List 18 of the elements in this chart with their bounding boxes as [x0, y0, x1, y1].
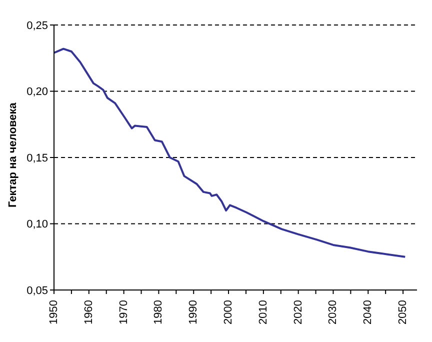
y-tick-label: 0,25	[26, 20, 48, 32]
x-tick-label: 2050	[397, 300, 410, 324]
line-series	[54, 48, 406, 258]
y-tick-label: 0,10	[26, 218, 48, 231]
x-tick-label: 1980	[152, 300, 165, 324]
y-tick-label: 0,15	[26, 152, 48, 164]
x-tick-label: 1960	[82, 300, 95, 324]
y-tick-label: 0,05	[26, 284, 48, 297]
x-tick-label: 1950	[48, 300, 60, 324]
x-tick-label: 2040	[362, 300, 374, 324]
x-tick-label: 2020	[292, 300, 304, 324]
x-tick-label: 2010	[257, 300, 270, 324]
y-axis-title: Гектар на человека	[6, 102, 19, 208]
x-tick-label: 1970	[118, 300, 130, 324]
x-tick-label: 1990	[188, 300, 200, 324]
x-tick-label: 2000	[222, 300, 235, 324]
y-tick-label: 0,20	[26, 86, 48, 98]
x-tick-label: 2030	[327, 300, 340, 324]
